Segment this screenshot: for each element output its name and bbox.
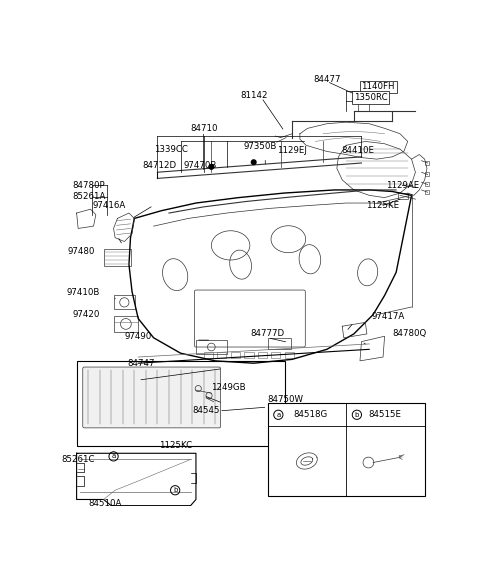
Text: 1129EJ: 1129EJ — [277, 146, 307, 155]
Text: 81142: 81142 — [240, 92, 267, 101]
Text: 97470B: 97470B — [183, 161, 216, 170]
Text: 1125KE: 1125KE — [367, 201, 400, 210]
Bar — [425, 160, 429, 164]
Text: 84750W: 84750W — [267, 395, 303, 404]
Bar — [425, 182, 429, 186]
Text: 1249GB: 1249GB — [211, 382, 245, 391]
Text: 84780Q: 84780Q — [392, 329, 427, 337]
Bar — [114, 295, 135, 310]
Bar — [77, 361, 285, 446]
Text: 1125KC: 1125KC — [158, 441, 192, 450]
FancyBboxPatch shape — [83, 367, 221, 428]
Text: 1339CC: 1339CC — [154, 146, 188, 154]
Text: 84712D: 84712D — [143, 161, 177, 170]
Text: 84410E: 84410E — [341, 146, 374, 155]
Text: a: a — [276, 412, 280, 418]
Text: 84477: 84477 — [313, 75, 341, 84]
Text: 84510A: 84510A — [88, 499, 122, 508]
Text: 85261A: 85261A — [73, 192, 106, 201]
Text: 84515E: 84515E — [369, 410, 402, 419]
Text: 84518G: 84518G — [294, 410, 328, 419]
Text: 1129AE: 1129AE — [386, 181, 419, 190]
Bar — [104, 249, 131, 266]
Bar — [425, 190, 429, 194]
Bar — [244, 352, 254, 358]
Text: 84777D: 84777D — [251, 329, 285, 337]
Text: 1140FH: 1140FH — [361, 83, 395, 91]
Text: 97480: 97480 — [68, 247, 95, 256]
Text: 84545: 84545 — [192, 406, 220, 415]
Bar — [398, 193, 408, 199]
Text: 84780P: 84780P — [73, 181, 106, 190]
Bar — [271, 352, 280, 358]
Text: b: b — [173, 487, 177, 493]
Text: 1350RC: 1350RC — [354, 93, 387, 102]
Bar — [267, 338, 291, 349]
Text: 84747: 84747 — [128, 360, 155, 369]
Circle shape — [252, 160, 256, 164]
Text: 1140FH: 1140FH — [361, 83, 395, 91]
Bar — [114, 316, 138, 332]
Bar — [230, 352, 240, 358]
Bar — [217, 352, 226, 358]
Text: 85261C: 85261C — [61, 455, 95, 464]
Text: b: b — [355, 412, 359, 418]
Text: 1350RC: 1350RC — [354, 93, 387, 102]
Text: a: a — [111, 453, 116, 459]
Text: 97410B: 97410B — [66, 288, 99, 297]
Text: 84710: 84710 — [190, 124, 217, 133]
Circle shape — [209, 164, 214, 169]
Bar — [425, 172, 429, 176]
Bar — [196, 340, 227, 354]
Text: 97416A: 97416A — [92, 201, 126, 210]
Text: 97350B: 97350B — [243, 142, 276, 151]
Text: 97417A: 97417A — [372, 312, 405, 321]
Bar — [258, 352, 267, 358]
Bar — [204, 352, 213, 358]
Text: 97420: 97420 — [72, 310, 99, 319]
Text: 97490: 97490 — [125, 332, 152, 341]
Bar — [285, 352, 294, 358]
Bar — [267, 403, 425, 496]
